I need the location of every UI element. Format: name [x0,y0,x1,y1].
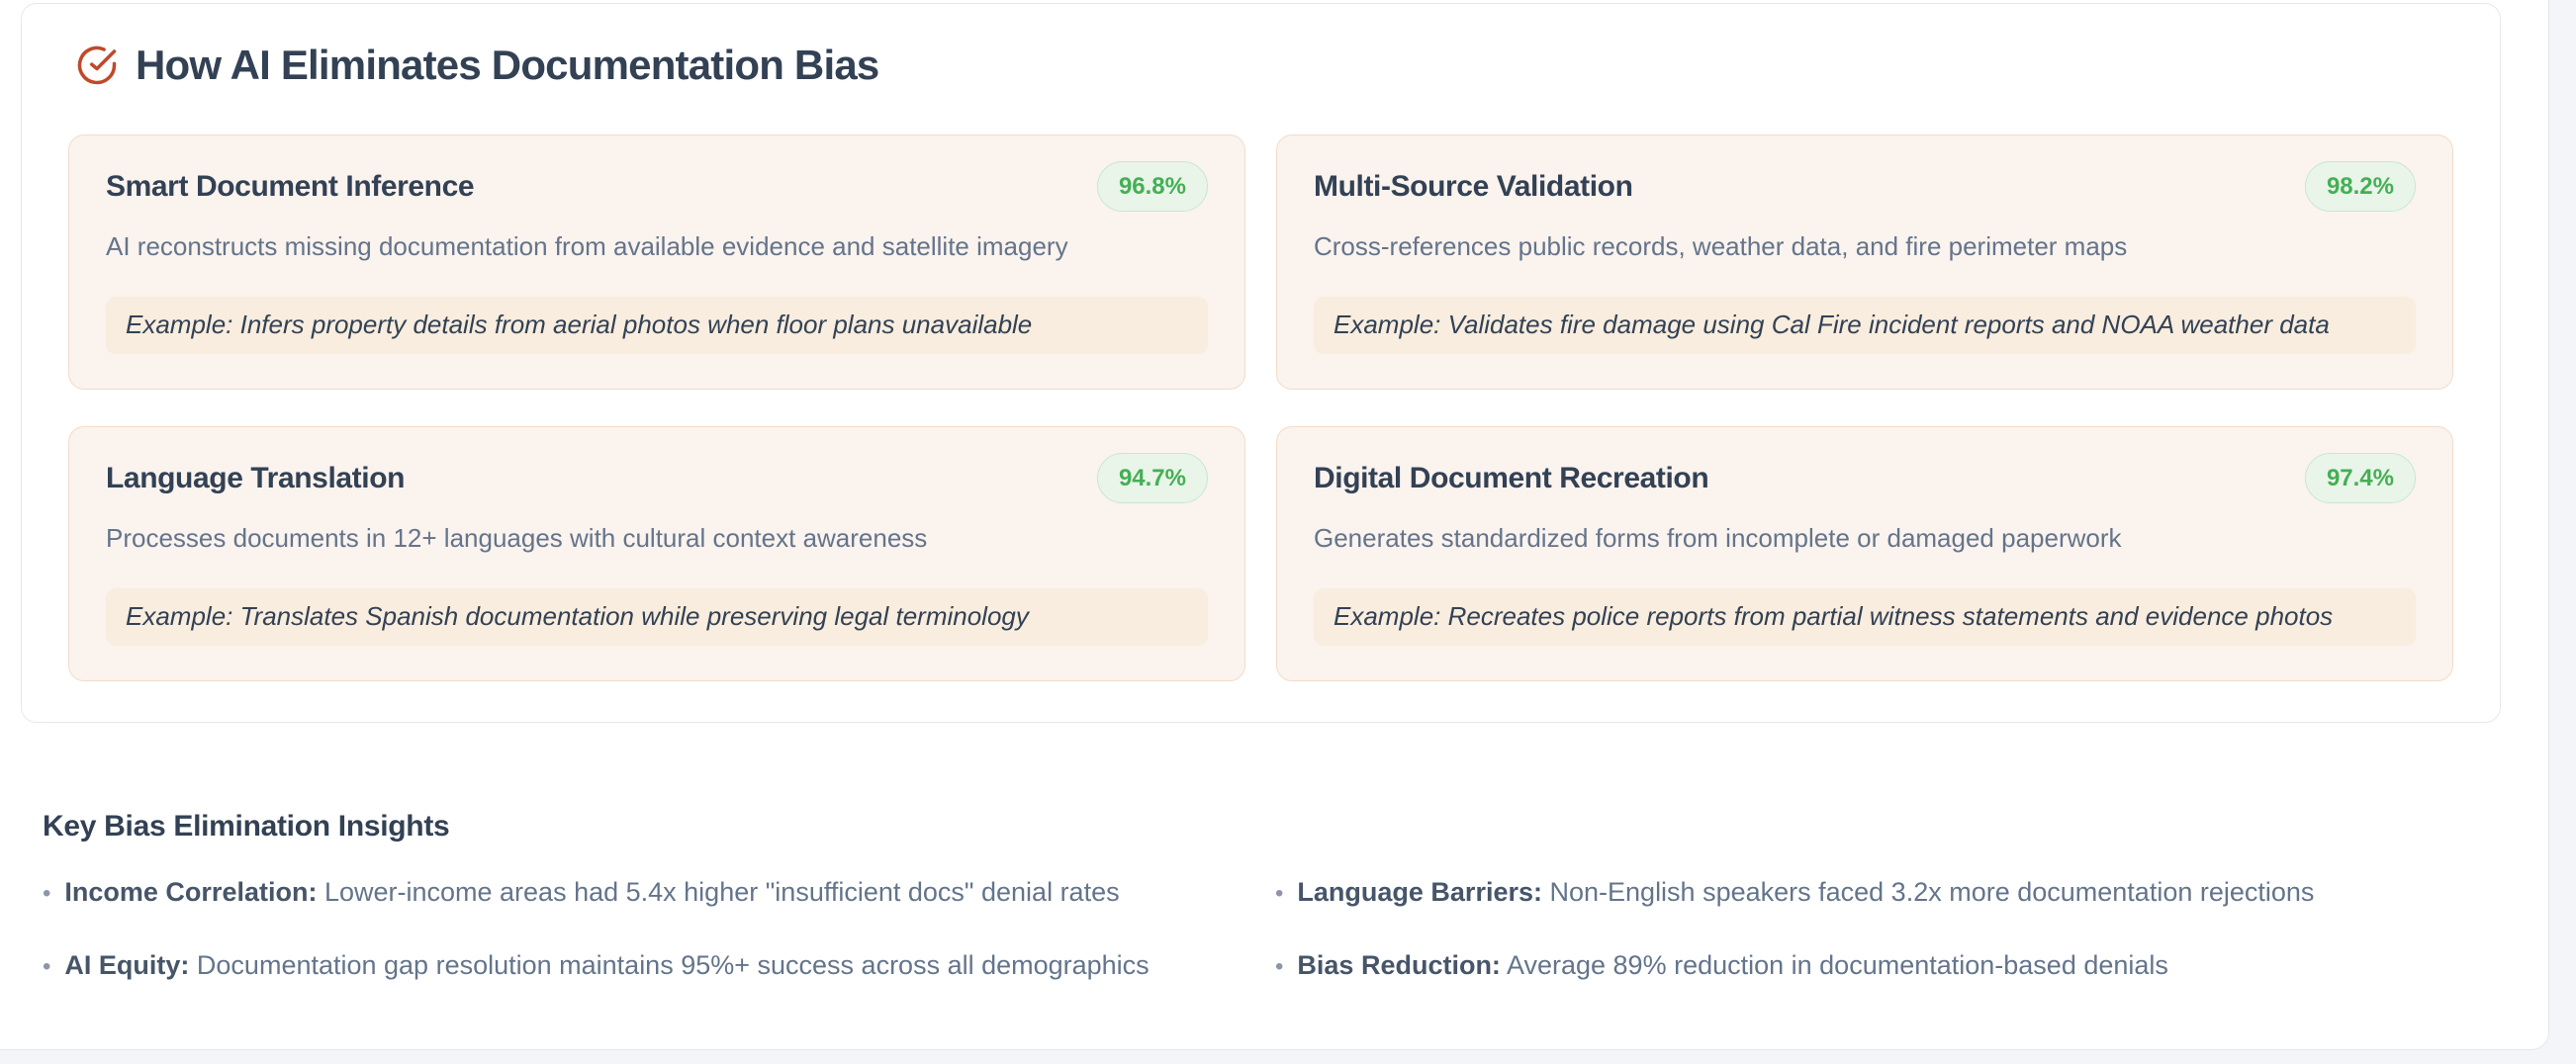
accuracy-badge: 97.4% [2304,453,2416,504]
check-circle-icon [76,44,118,86]
capability-card-smart-document-inference: Smart Document Inference 96.8% AI recons… [68,134,1245,391]
section-title: How AI Eliminates Documentation Bias [136,42,879,88]
capability-card-language-translation: Language Translation 94.7% Processes doc… [68,426,1245,682]
section-header: How AI Eliminates Documentation Bias [76,42,2453,89]
card-header: Multi-Source Validation 98.2% [1314,161,2416,213]
capability-description: Cross-references public records, weather… [1314,231,2128,262]
accuracy-badge: 94.7% [1096,453,1208,504]
insight-text: Non-English speakers faced 3.2x more doc… [1549,877,2315,907]
content-panel: How AI Eliminates Documentation Bias Sma… [0,0,2549,1050]
capability-description: Generates standardized forms from incomp… [1314,523,2122,554]
bullet-icon: • [43,952,51,980]
capability-card-multi-source-validation: Multi-Source Validation 98.2% Cross-refe… [1276,134,2453,391]
card-header: Digital Document Recreation 97.4% [1314,453,2416,504]
accuracy-badge: 96.8% [1096,161,1208,213]
bullet-icon: • [1275,880,1284,907]
insight-label: Language Barriers: [1297,877,1542,907]
insight-label: AI Equity: [64,949,190,980]
insights-section: Key Bias Elimination Insights • Income Co… [43,810,2506,983]
insights-grid: • Income Correlation: Lower-income areas … [43,876,2506,983]
capability-description: AI reconstructs missing documentation fr… [106,231,1068,262]
capability-example: Example: Validates fire damage using Cal… [1314,296,2416,354]
insight-item-language-barriers: • Language Barriers: Non-English speakers… [1275,876,2506,910]
insight-item-ai-equity: • AI Equity: Documentation gap resolution… [43,949,1275,983]
capability-card-digital-document-recreation: Digital Document Recreation 97.4% Genera… [1276,426,2453,682]
card-header: Smart Document Inference 96.8% [106,161,1208,213]
insight-label: Bias Reduction: [1297,949,1501,980]
insights-title: Key Bias Elimination Insights [43,810,450,842]
insight-item-bias-reduction: • Bias Reduction: Average 89% reduction i… [1275,949,2506,983]
capability-example: Example: Infers property details from ae… [106,296,1208,354]
bullet-icon: • [43,880,51,907]
capability-title: Multi-Source Validation [1314,169,1633,203]
insight-label: Income Correlation: [64,877,318,907]
capability-title: Language Translation [106,461,406,494]
capability-cards-grid: Smart Document Inference 96.8% AI recons… [68,134,2453,682]
accuracy-badge: 98.2% [2304,161,2416,213]
insight-text: Lower-income areas had 5.4x higher "insu… [323,877,1120,907]
card-header: Language Translation 94.7% [106,453,1208,504]
capability-title: Digital Document Recreation [1314,461,1709,494]
capability-example: Example: Translates Spanish documentatio… [106,587,1208,646]
insight-item-income-correlation: • Income Correlation: Lower-income areas … [43,876,1275,910]
bullet-icon: • [1275,952,1284,980]
ai-documentation-bias-section: How AI Eliminates Documentation Bias Sma… [21,3,2501,723]
capability-description: Processes documents in 12+ languages wit… [106,523,928,554]
capability-title: Smart Document Inference [106,169,475,203]
capability-example: Example: Recreates police reports from p… [1314,587,2416,646]
insight-text: Average 89% reduction in documentation-b… [1506,949,2168,980]
insight-text: Documentation gap resolution maintains 9… [196,949,1150,980]
